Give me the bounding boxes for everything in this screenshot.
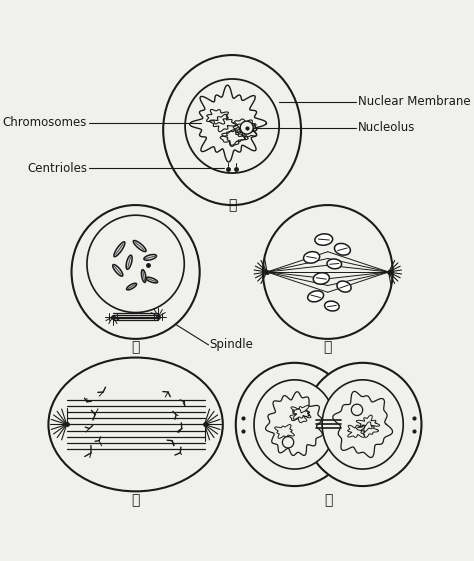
Ellipse shape: [308, 291, 324, 302]
Text: Ⓒ: Ⓒ: [324, 341, 332, 355]
Ellipse shape: [303, 252, 319, 263]
Ellipse shape: [127, 283, 137, 290]
Ellipse shape: [146, 277, 157, 283]
Ellipse shape: [126, 255, 132, 269]
Ellipse shape: [304, 363, 421, 486]
Text: Chromosomes: Chromosomes: [2, 116, 87, 129]
Text: Nucleolus: Nucleolus: [358, 121, 415, 134]
Ellipse shape: [337, 281, 351, 292]
Text: Ⓐ: Ⓐ: [228, 199, 237, 213]
Ellipse shape: [327, 259, 342, 269]
Ellipse shape: [325, 301, 339, 311]
Ellipse shape: [315, 234, 333, 245]
Circle shape: [240, 121, 253, 134]
Circle shape: [351, 404, 363, 416]
Ellipse shape: [254, 380, 335, 469]
Circle shape: [185, 79, 279, 173]
Ellipse shape: [163, 55, 301, 205]
Ellipse shape: [313, 273, 329, 284]
Text: Ⓑ: Ⓑ: [131, 341, 140, 355]
Circle shape: [87, 215, 184, 312]
Ellipse shape: [141, 270, 146, 282]
Circle shape: [283, 436, 294, 448]
Ellipse shape: [236, 363, 353, 486]
Ellipse shape: [72, 205, 200, 339]
Ellipse shape: [263, 205, 392, 339]
Text: Ⓔ: Ⓔ: [324, 493, 333, 507]
Ellipse shape: [114, 242, 125, 257]
Ellipse shape: [322, 380, 403, 469]
Ellipse shape: [306, 400, 351, 449]
Text: Nuclear Membrane: Nuclear Membrane: [358, 95, 470, 108]
Ellipse shape: [133, 241, 146, 251]
Text: Centrioles: Centrioles: [27, 162, 87, 174]
Text: Ⓓ: Ⓓ: [131, 493, 140, 507]
Ellipse shape: [144, 255, 156, 260]
Ellipse shape: [113, 265, 123, 276]
Text: Spindle: Spindle: [210, 338, 253, 352]
Ellipse shape: [335, 243, 350, 255]
Ellipse shape: [48, 357, 223, 491]
